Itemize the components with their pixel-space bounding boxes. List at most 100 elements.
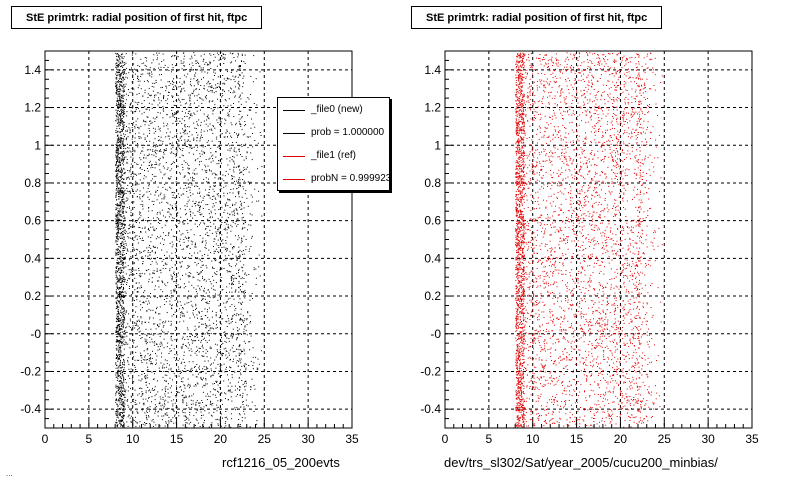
scatter-point xyxy=(191,55,193,57)
scatter-point xyxy=(128,313,130,315)
scatter-point xyxy=(191,147,193,149)
scatter-point xyxy=(125,211,127,213)
scatter-point xyxy=(151,338,153,340)
scatter-point xyxy=(193,287,195,289)
scatter-point xyxy=(220,375,222,376)
scatter-point xyxy=(121,73,123,75)
scatter-point xyxy=(115,88,117,90)
scatter-point xyxy=(201,213,203,215)
scatter-point xyxy=(147,251,149,253)
scatter-point xyxy=(117,65,119,67)
scatter-point xyxy=(117,366,119,368)
scatter-point xyxy=(209,301,211,302)
scatter-point xyxy=(199,153,201,155)
scatter-point xyxy=(169,143,171,144)
scatter-point xyxy=(180,90,182,92)
scatter-point xyxy=(122,295,124,297)
scatter-point xyxy=(208,118,210,120)
scatter-point xyxy=(137,77,138,79)
scatter-point xyxy=(122,254,124,256)
scatter-point xyxy=(116,100,118,102)
scatter-point xyxy=(122,121,124,123)
scatter-point xyxy=(166,201,168,203)
scatter-point xyxy=(203,279,205,281)
scatter-point xyxy=(116,161,118,162)
scatter-point xyxy=(208,235,210,237)
scatter-point xyxy=(147,72,149,74)
scatter-point xyxy=(123,217,125,219)
scatter-point xyxy=(227,173,229,175)
scatter-point xyxy=(215,419,217,421)
scatter-point xyxy=(169,143,171,145)
scatter-point xyxy=(168,91,169,93)
scatter-point xyxy=(116,81,118,83)
scatter-point xyxy=(118,219,120,221)
scatter-point xyxy=(116,416,118,418)
scatter-point xyxy=(124,256,126,258)
scatter-point xyxy=(201,400,203,401)
scatter-point xyxy=(210,225,212,227)
scatter-point xyxy=(221,312,223,314)
scatter-point xyxy=(122,100,124,102)
scatter-point xyxy=(152,425,154,427)
scatter-point xyxy=(250,389,252,391)
scatter-point xyxy=(226,202,227,204)
scatter-point xyxy=(117,74,119,76)
scatter-point xyxy=(178,140,180,142)
scatter-point xyxy=(159,269,161,271)
scatter-point xyxy=(223,353,224,355)
scatter-point xyxy=(169,81,170,83)
scatter-point xyxy=(121,162,123,164)
scatter-point xyxy=(123,409,125,411)
scatter-point xyxy=(119,93,120,95)
scatter-point xyxy=(198,367,200,369)
scatter-point xyxy=(117,110,119,111)
scatter-point xyxy=(134,365,136,366)
scatter-point xyxy=(139,335,141,336)
scatter-point xyxy=(138,319,140,321)
left-chart-panel: StE primtrk: radial position of first hi… xyxy=(6,6,390,478)
scatter-point xyxy=(175,405,177,407)
scatter-point xyxy=(164,359,166,361)
scatter-point xyxy=(119,296,121,298)
scatter-point xyxy=(232,361,234,362)
scatter-point xyxy=(161,201,163,203)
scatter-point xyxy=(196,307,197,309)
scatter-point xyxy=(159,319,161,321)
scatter-point xyxy=(207,289,209,291)
scatter-point xyxy=(121,187,123,189)
scatter-point xyxy=(121,387,123,388)
scatter-point xyxy=(118,191,120,193)
scatter-point xyxy=(252,356,254,358)
scatter-point xyxy=(130,395,132,397)
scatter-point xyxy=(222,318,224,320)
scatter-point xyxy=(203,130,205,132)
scatter-point xyxy=(121,160,123,161)
scatter-point xyxy=(214,389,216,391)
scatter-point xyxy=(150,226,152,228)
scatter-point xyxy=(224,417,226,419)
scatter-point xyxy=(146,310,148,312)
x-tick-label: 15 xyxy=(170,432,184,446)
scatter-point xyxy=(240,185,241,187)
scatter-point xyxy=(117,330,119,332)
scatter-point xyxy=(189,58,191,60)
scatter-point xyxy=(206,311,208,313)
scatter-point xyxy=(120,394,122,395)
scatter-point xyxy=(118,137,120,139)
scatter-point xyxy=(185,273,187,275)
scatter-point xyxy=(148,73,150,75)
scatter-point xyxy=(119,422,120,424)
scatter-point xyxy=(177,56,179,58)
scatter-point xyxy=(231,291,233,293)
scatter-point xyxy=(116,180,118,182)
scatter-point xyxy=(181,312,183,314)
scatter-point xyxy=(175,417,177,419)
scatter-point xyxy=(116,313,118,315)
scatter-point xyxy=(119,95,121,97)
scatter-point xyxy=(260,135,262,136)
scatter-point xyxy=(194,243,196,245)
scatter-point xyxy=(174,402,176,404)
scatter-point xyxy=(170,297,172,299)
scatter-point xyxy=(121,296,123,298)
